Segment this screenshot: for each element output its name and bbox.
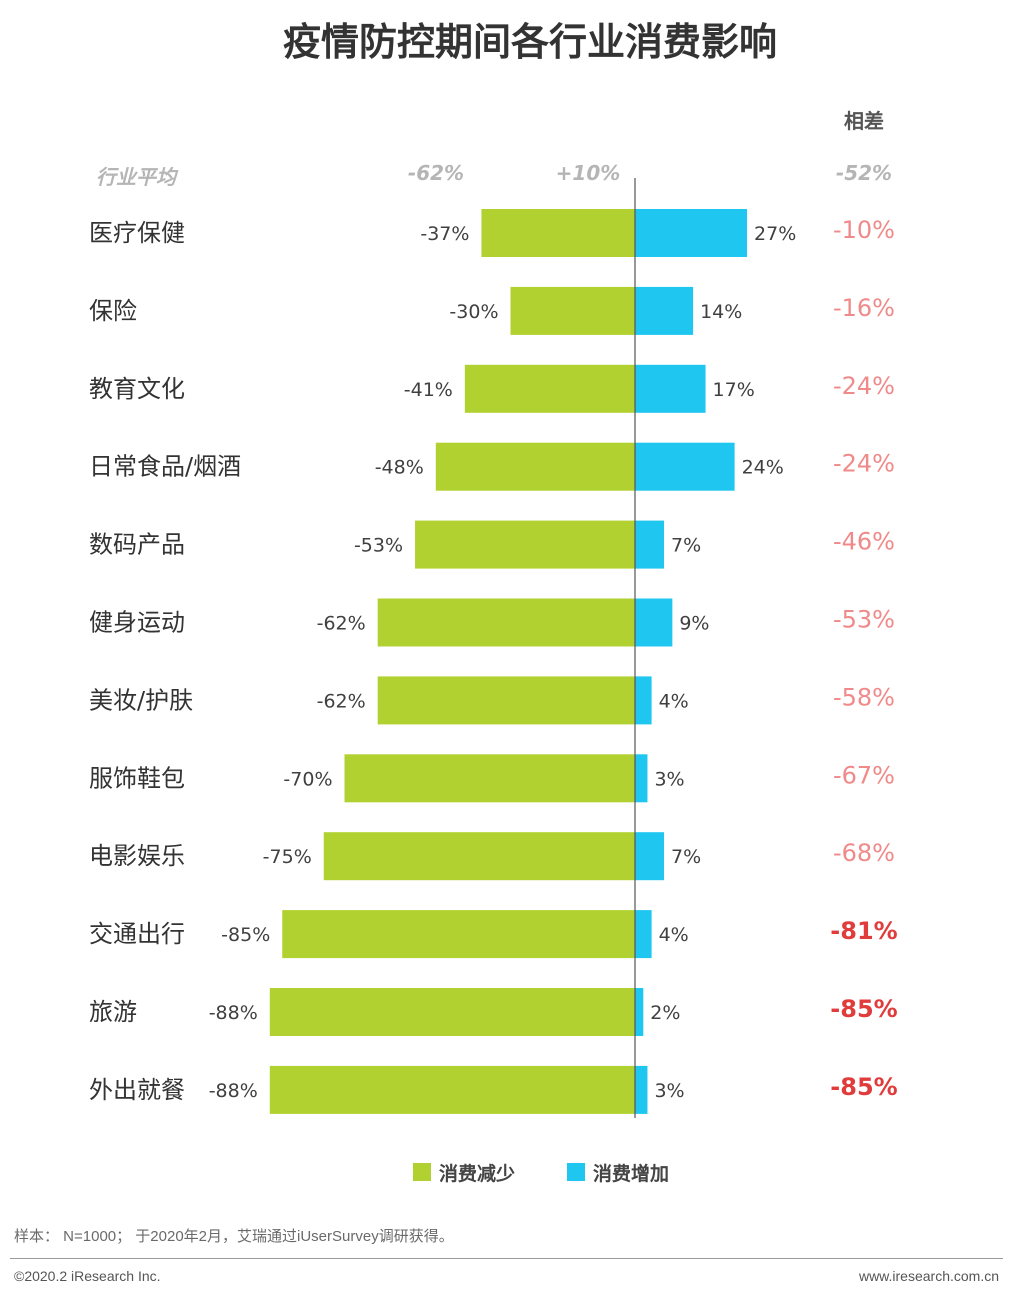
bar-increase	[635, 910, 652, 959]
category-label: 电影娱乐	[89, 842, 185, 870]
difference-value: -58%	[833, 683, 895, 711]
data-label-decrease: -30%	[449, 301, 498, 323]
difference-value: -53%	[833, 606, 895, 634]
legend-swatch-decrease	[413, 1163, 431, 1181]
data-label-decrease: -70%	[283, 768, 332, 790]
data-label-increase: 27%	[754, 223, 796, 245]
bar-decrease	[377, 676, 635, 725]
bar-decrease	[510, 286, 635, 335]
bar-increase	[635, 1065, 648, 1114]
legend-label-decrease: 消费减少	[439, 1162, 515, 1185]
data-label-decrease: -75%	[263, 846, 312, 868]
data-label-increase: 7%	[671, 846, 701, 868]
bar-decrease	[415, 520, 635, 569]
data-label-increase: 4%	[659, 690, 689, 712]
data-label-increase: 17%	[713, 379, 755, 401]
bar-decrease	[269, 1065, 635, 1114]
industry-average-difference: -52%	[836, 161, 892, 185]
category-label: 数码产品	[89, 531, 185, 559]
category-label: 教育文化	[89, 375, 185, 403]
data-label-increase: 4%	[659, 924, 689, 946]
bar-increase	[635, 832, 665, 881]
website-link[interactable]: www.iresearch.com.cn	[858, 1268, 999, 1284]
difference-value: -16%	[833, 294, 895, 322]
bar-decrease	[435, 442, 635, 491]
category-label: 保险	[89, 297, 137, 325]
difference-value: -67%	[833, 761, 895, 789]
industry-average-decrease: -62%	[408, 161, 464, 185]
legend-label-increase: 消费增加	[593, 1162, 669, 1185]
bar-increase	[635, 988, 644, 1036]
bar-increase	[635, 598, 673, 647]
chart-title: 疫情防控期间各行业消费影响	[283, 20, 777, 64]
chart: 疫情防控期间各行业消费影响 相差 行业平均 -62% +10% -52% 医疗保…	[89, 20, 898, 1185]
difference-value: -24%	[833, 372, 895, 400]
difference-value: -10%	[833, 216, 895, 244]
category-label: 旅游	[89, 998, 137, 1026]
data-label-increase: 7%	[671, 535, 701, 557]
data-label-decrease: -85%	[221, 924, 270, 946]
bar-decrease	[377, 598, 635, 647]
bar-increase	[635, 209, 748, 257]
plot-area: 医疗保健 -37% 27% -10% 保险 -30% 14% -16% 教育文化 -41% 17% -…	[89, 209, 898, 1114]
footer-divider	[10, 1258, 1003, 1259]
data-label-decrease: -88%	[209, 1080, 258, 1102]
bar-decrease	[344, 754, 635, 803]
category-label: 医疗保健	[89, 219, 185, 247]
copyright-text: ©2020.2 iResearch Inc.	[14, 1268, 161, 1284]
bar-decrease	[323, 832, 635, 881]
category-label: 日常食品/烟酒	[89, 453, 241, 481]
data-label-increase: 14%	[700, 301, 742, 323]
difference-value: -24%	[833, 450, 895, 478]
difference-header: 相差	[844, 109, 884, 133]
difference-value: -85%	[830, 995, 897, 1023]
bar-increase	[635, 286, 694, 335]
data-label-decrease: -62%	[317, 613, 366, 635]
bar-increase	[635, 754, 648, 803]
legend-swatch-increase	[567, 1163, 585, 1181]
data-label-decrease: -48%	[375, 457, 424, 479]
category-label: 交通出行	[89, 920, 185, 948]
bar-increase	[635, 520, 665, 569]
source-note: 样本： N=1000； 于2020年2月，艾瑞通过iUserSurvey调研获得…	[14, 1228, 454, 1245]
data-label-decrease: -41%	[404, 379, 453, 401]
category-label: 服饰鞋包	[89, 764, 185, 792]
data-label-decrease: -88%	[209, 1002, 258, 1024]
bar-decrease	[481, 209, 635, 257]
difference-value: -85%	[830, 1073, 897, 1101]
category-label: 健身运动	[89, 609, 185, 637]
difference-value: -68%	[833, 839, 895, 867]
bar-increase	[635, 676, 652, 725]
category-label: 美妆/护肤	[89, 686, 193, 714]
bar-decrease	[282, 910, 635, 959]
industry-average-increase: +10%	[556, 161, 621, 185]
bar-decrease	[269, 988, 635, 1036]
data-label-decrease: -53%	[354, 535, 403, 557]
data-label-increase: 3%	[654, 768, 684, 790]
bar-increase	[635, 364, 706, 413]
data-label-decrease: -37%	[420, 223, 469, 245]
data-label-increase: 2%	[650, 1002, 680, 1024]
data-label-decrease: -62%	[317, 690, 366, 712]
bar-increase	[635, 442, 735, 491]
bar-decrease	[464, 364, 635, 413]
legend: 消费减少 消费增加	[413, 1162, 669, 1185]
data-label-increase: 24%	[742, 457, 784, 479]
industry-average-label: 行业平均	[96, 165, 179, 189]
data-label-increase: 3%	[654, 1080, 684, 1102]
category-label: 外出就餐	[89, 1076, 185, 1104]
difference-value: -81%	[830, 917, 897, 945]
data-label-increase: 9%	[679, 613, 709, 635]
difference-value: -46%	[833, 528, 895, 556]
